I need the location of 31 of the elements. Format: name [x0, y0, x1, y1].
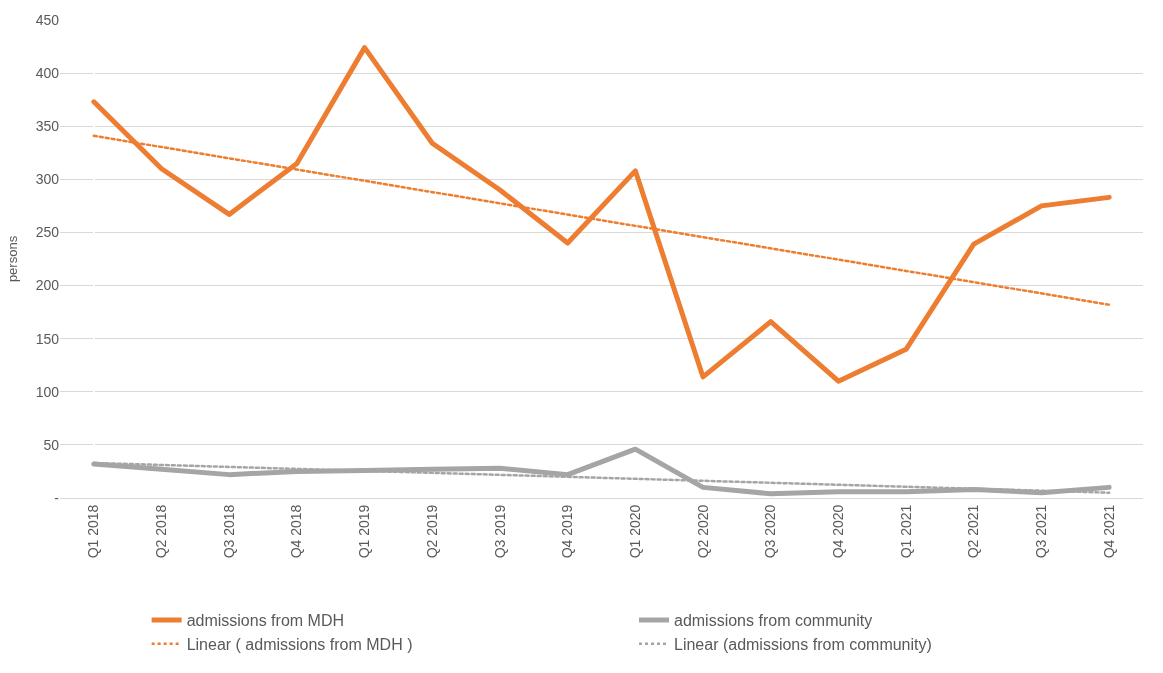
x-tick-label: Q3 2020 [762, 504, 779, 559]
x-tick-label: Q2 2021 [965, 504, 982, 559]
x-tick-label: Q1 2021 [897, 504, 914, 559]
y-tick-label: 150 [35, 330, 60, 347]
x-tick-label: Q2 2020 [694, 504, 711, 559]
x-tick-label: Q3 2018 [220, 504, 237, 559]
y-tick-label: 450 [35, 11, 60, 28]
legend-label: admissions from MDH [186, 612, 344, 630]
x-tick-label: Q1 2020 [626, 504, 643, 559]
y-tick-label: 250 [35, 224, 60, 241]
y-tick-label: 400 [35, 65, 60, 82]
y-tick-label: - [54, 489, 60, 506]
x-tick-label: Q4 2020 [829, 504, 846, 559]
legend-label: Linear (admissions from community) [673, 636, 932, 654]
x-tick-label: Q1 2019 [356, 504, 373, 559]
x-tick-label: Q4 2021 [1100, 504, 1117, 559]
legend-label: Linear ( admissions from MDH ) [186, 636, 413, 654]
x-tick-label: Q2 2018 [153, 504, 170, 559]
x-tick-label: Q4 2019 [559, 504, 576, 559]
y-tick-label: 100 [35, 383, 60, 400]
y-tick-label: 300 [35, 171, 60, 188]
y-axis-title: persons [4, 235, 20, 283]
y-tick-label: 350 [35, 118, 60, 135]
x-tick-label: Q2 2019 [423, 504, 440, 559]
x-tick-label: Q3 2019 [491, 504, 508, 559]
x-tick-label: Q3 2021 [1033, 504, 1050, 559]
legend-label: admissions from community [673, 612, 873, 630]
y-tick-label: 50 [43, 436, 60, 453]
y-tick-label: 200 [35, 277, 60, 294]
x-tick-label: Q4 2018 [288, 504, 305, 559]
x-tick-label: Q1 2018 [85, 504, 102, 559]
